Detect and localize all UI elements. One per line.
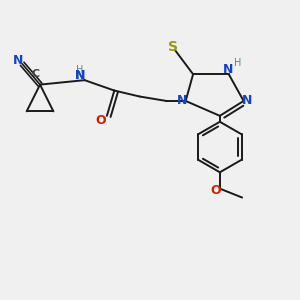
Text: C: C [32,69,40,79]
Text: H: H [76,65,84,75]
Text: N: N [75,69,85,82]
Text: O: O [211,184,221,197]
Text: N: N [242,94,253,107]
Text: N: N [223,63,233,76]
Text: N: N [13,54,23,67]
Text: N: N [177,94,187,107]
Text: S: S [168,40,178,55]
Text: N: N [75,69,85,82]
Text: H: H [234,58,242,68]
Text: O: O [96,114,106,127]
